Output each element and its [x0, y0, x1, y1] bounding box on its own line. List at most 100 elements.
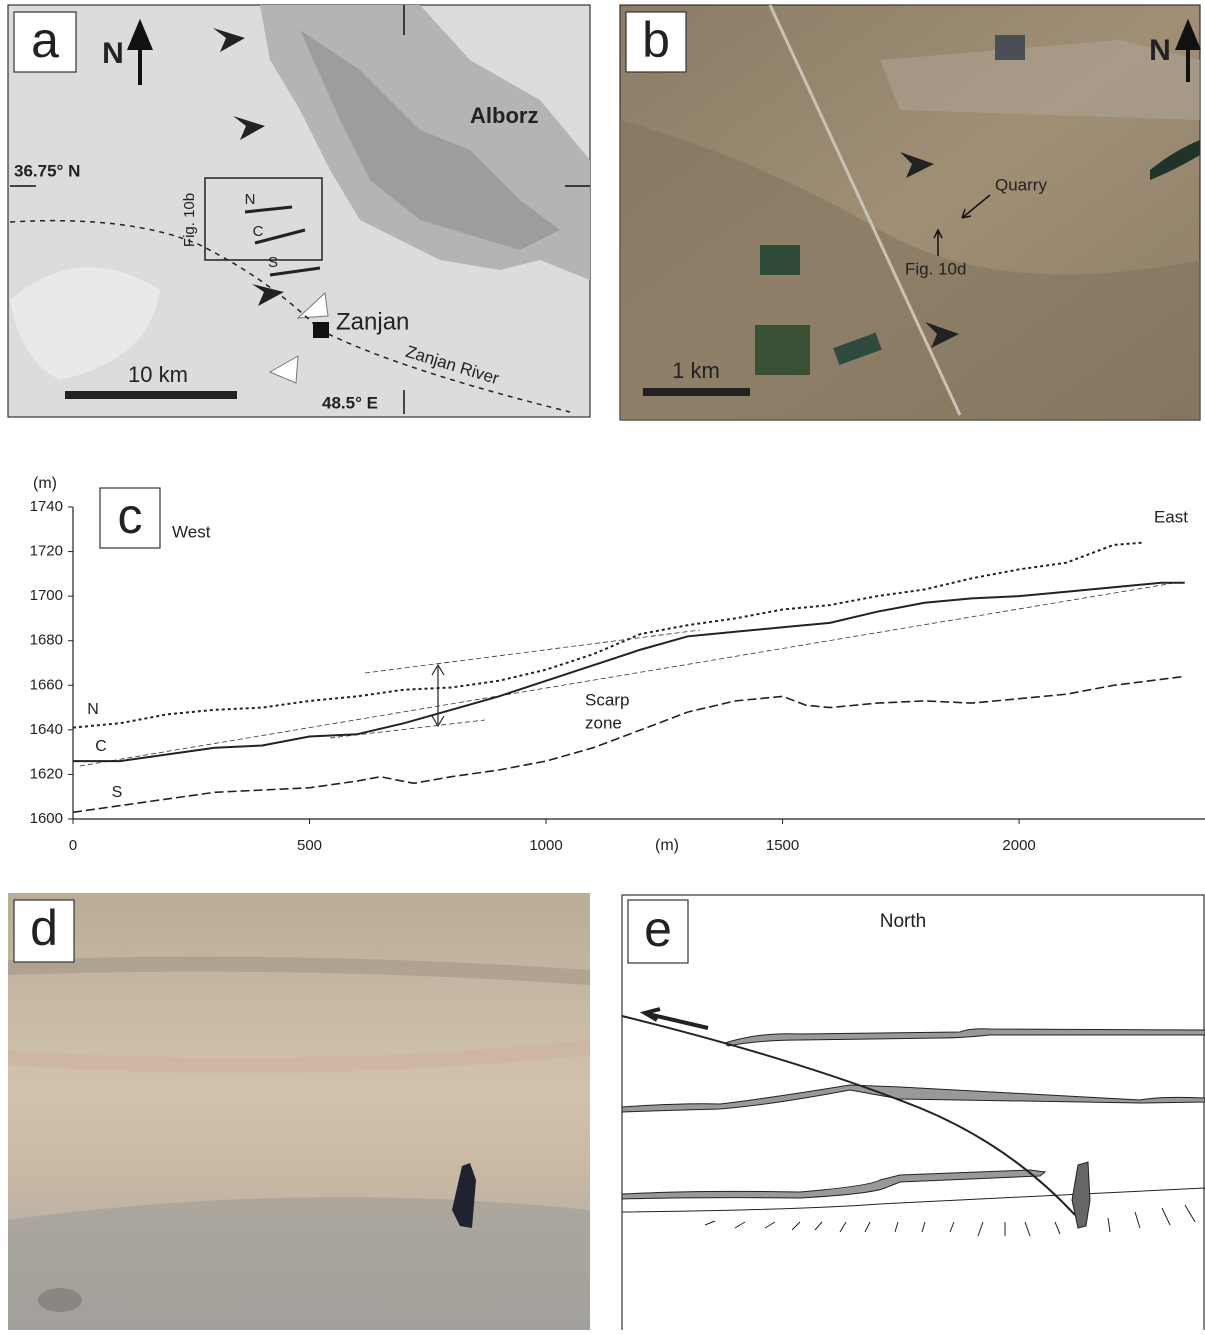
- photo-location-label: Fig. 10d: [905, 259, 966, 278]
- y-tick-label: 1720: [30, 543, 63, 560]
- terrain: [880, 40, 1200, 120]
- pointer: [961, 194, 991, 219]
- y-tick-label: 1600: [30, 810, 63, 827]
- arrowhead: [213, 28, 245, 52]
- panel-letter: c: [118, 488, 143, 544]
- arrowhead: [252, 284, 284, 306]
- photo-layer: [8, 1040, 590, 1073]
- north-arrow: [127, 18, 153, 85]
- city-marker: [313, 322, 329, 338]
- north-label: N: [1149, 34, 1171, 67]
- profile-line: [244, 205, 293, 214]
- panel-a: a N Alborz 36.75° N Fig. 10b N C S Zanja…: [7, 4, 591, 418]
- panel-e: e North: [621, 894, 1205, 1335]
- person-sketch: [1071, 1161, 1091, 1229]
- photo-rock: [38, 1288, 82, 1312]
- scale-bar: [65, 391, 237, 399]
- inset-box: [204, 177, 323, 261]
- profile-line: [269, 266, 321, 277]
- y-tick-label: 1700: [30, 587, 63, 604]
- sand-layer: [621, 1084, 1205, 1113]
- panel-b: b N Quarry Fig. 10d 1 km: [619, 4, 1201, 421]
- series-label: S: [112, 784, 123, 801]
- panel-letter-box: [625, 11, 687, 73]
- profile-line: [72, 675, 1185, 814]
- region-label: Alborz: [470, 103, 538, 128]
- panel-letter-box: [99, 487, 161, 549]
- latitude-label: 36.75° N: [14, 161, 80, 180]
- longitude-label: 48.5° E: [322, 393, 378, 412]
- field: [833, 332, 882, 365]
- y-tick-label: 1620: [30, 765, 63, 782]
- reference-line: [364, 629, 701, 674]
- fault-trace: [9, 219, 571, 413]
- annotation: East: [1154, 507, 1188, 526]
- panel-letter-box: [13, 899, 75, 963]
- photo-person: [452, 1163, 476, 1228]
- profile-line: [72, 541, 1143, 729]
- profile-label: C: [253, 223, 264, 240]
- y-tick-label: 1640: [30, 721, 63, 738]
- annotation: zone: [585, 713, 622, 732]
- north-arrow: [1175, 18, 1201, 82]
- x-tick-label: 1500: [766, 837, 799, 854]
- photo-layer: [8, 956, 590, 985]
- y-tick-label: 1660: [30, 676, 63, 693]
- arrowhead: [925, 322, 959, 348]
- panel-c-chart: c (m) (m) West East Scarp zone 1600 1620 1…: [30, 475, 1205, 854]
- panel-letter: b: [642, 12, 670, 68]
- sketch-frame: [621, 894, 1205, 1335]
- profile-label: S: [268, 254, 278, 271]
- panel-letter-box: [13, 11, 77, 73]
- profile-line: [254, 228, 306, 245]
- annotation: Scarp: [585, 690, 629, 709]
- series-label: N: [87, 701, 99, 718]
- field: [755, 325, 810, 375]
- series-label: C: [95, 738, 107, 755]
- scale-label: 10 km: [128, 362, 188, 387]
- offset-arrow: [431, 663, 445, 728]
- x-tick-label: 1000: [529, 837, 562, 854]
- panel-letter-box: [627, 899, 689, 964]
- x-tick-label: 500: [297, 837, 322, 854]
- y-tick-label: 1740: [30, 498, 63, 515]
- scale-bar: [643, 388, 750, 396]
- x-axis-label: (m): [655, 837, 679, 854]
- panel-letter: d: [30, 900, 58, 956]
- field: [760, 245, 800, 275]
- fault-line: [621, 1015, 1076, 1216]
- mountain-shadow: [300, 30, 560, 250]
- plain-relief: [10, 267, 160, 380]
- scale-label: 1 km: [672, 358, 720, 383]
- annotation: West: [172, 522, 211, 541]
- ground-line: [621, 1187, 1205, 1213]
- arrowhead: [233, 116, 265, 140]
- sand-layer: [724, 1028, 1205, 1047]
- town: [995, 35, 1025, 60]
- profile-label: N: [245, 191, 256, 208]
- photo-ground: [8, 1197, 590, 1330]
- sand-layer: [621, 1169, 1047, 1200]
- x-tick-label: 0: [69, 837, 77, 854]
- north-label: N: [102, 37, 124, 70]
- river-vegetation: [1150, 140, 1200, 180]
- panel-d: d: [8, 893, 590, 1330]
- white-arrowhead: [296, 291, 329, 319]
- panel-letter: a: [31, 12, 59, 68]
- slip-arrow: [639, 1007, 709, 1030]
- profile-line: [73, 581, 1185, 763]
- quarry-label: Quarry: [995, 175, 1047, 194]
- pointer: [933, 228, 943, 256]
- panel-letter: e: [644, 901, 672, 957]
- bedding-hatch: [704, 1204, 1196, 1237]
- direction-label: North: [880, 911, 926, 932]
- arrowhead: [900, 152, 934, 178]
- reference-line: [79, 581, 1181, 767]
- y-axis-label: (m): [33, 475, 57, 492]
- y-tick-label: 1680: [30, 632, 63, 649]
- inset-label: Fig. 10b: [181, 193, 198, 247]
- x-tick-label: 2000: [1002, 837, 1035, 854]
- city-label: Zanjan: [336, 308, 409, 335]
